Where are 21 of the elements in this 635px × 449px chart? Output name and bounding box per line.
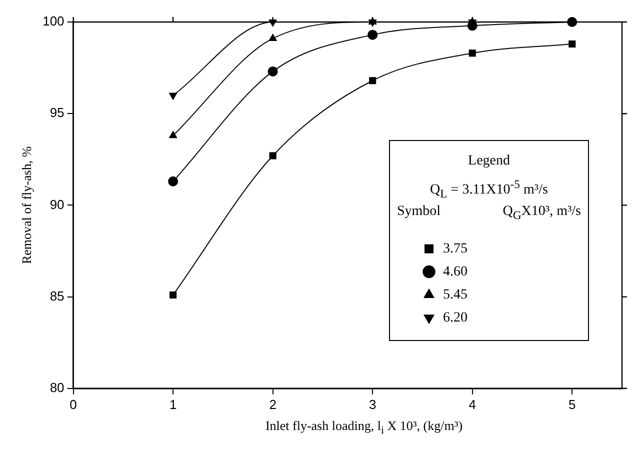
y-tick-label: 85 <box>50 288 64 304</box>
y-tick-label: 80 <box>50 380 64 395</box>
annotation: Symbol <box>397 204 441 220</box>
legend-title: Legend <box>468 154 510 169</box>
y-tick-label: 95 <box>50 105 64 120</box>
y-tick-label: 100 <box>42 14 64 29</box>
legend-label: 6.20 <box>443 310 468 326</box>
x-tick-label: 2 <box>269 396 276 412</box>
y-tick-label: 90 <box>50 196 64 212</box>
x-tick-label: 0 <box>70 396 77 412</box>
legend-label: 3.75 <box>443 241 468 256</box>
legend-label: 5.45 <box>443 287 468 302</box>
x-tick-label: 5 <box>568 396 576 412</box>
x-tick-label: 3 <box>368 396 376 412</box>
y-axis-title: Removal of fly-ash, % <box>19 146 34 264</box>
x-axis-title: Inlet fly-ash loading, l$_{i}$ X 10³, (kg/m³) <box>264 418 464 437</box>
annotation: Q$_{L}$ = 3.11X10$^{-5}$ m³/s <box>429 178 549 200</box>
annotation: Q$_{G}$X10³, m³/s <box>502 204 581 222</box>
legend-label: 4.60 <box>443 264 468 280</box>
x-tick-label: 1 <box>169 396 177 412</box>
x-tick-label: 4 <box>468 396 476 412</box>
